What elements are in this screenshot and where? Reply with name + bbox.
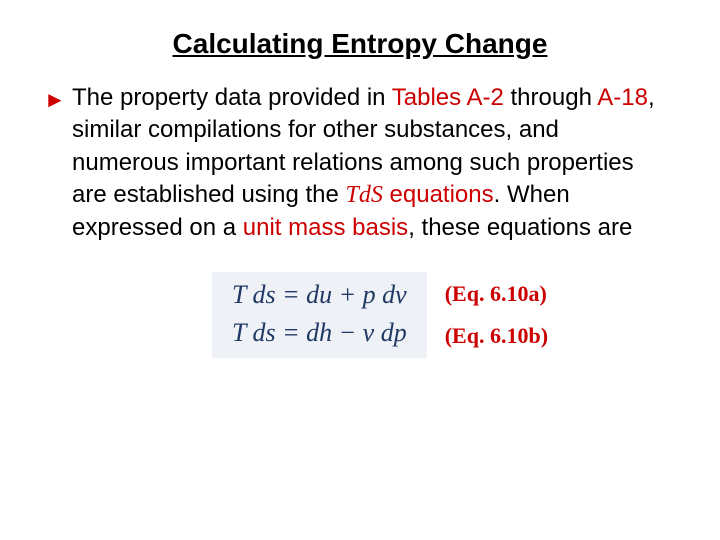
equation-area: T ds = du + p dv T ds = dh − v dp (Eq. 6… [48, 272, 672, 358]
a18-ref: A-18 [597, 84, 648, 111]
eq-label-1: (Eq. 6.10a) [445, 281, 548, 307]
equation-1: T ds = du + p dv [232, 280, 407, 310]
page-title: Calculating Entropy Change [48, 28, 672, 60]
tds-rest: equations [383, 181, 494, 208]
para-text-2: through [504, 84, 597, 111]
eq-label-2: (Eq. 6.10b) [445, 323, 548, 349]
bullet-icon: ► [44, 85, 66, 115]
para-text-5: , these equations are [408, 214, 632, 241]
main-paragraph: ► The property data provided in Tables A… [48, 82, 672, 244]
tables-a2-ref: Tables A-2 [392, 84, 504, 111]
equation-box: T ds = du + p dv T ds = dh − v dp [212, 272, 427, 358]
unit-mass-basis: unit mass basis [243, 214, 408, 241]
tds-italic: TdS [346, 182, 383, 208]
equation-2: T ds = dh − v dp [232, 318, 407, 348]
para-text-1: The property data provided in [72, 84, 392, 111]
equation-labels: (Eq. 6.10a) (Eq. 6.10b) [445, 281, 548, 349]
